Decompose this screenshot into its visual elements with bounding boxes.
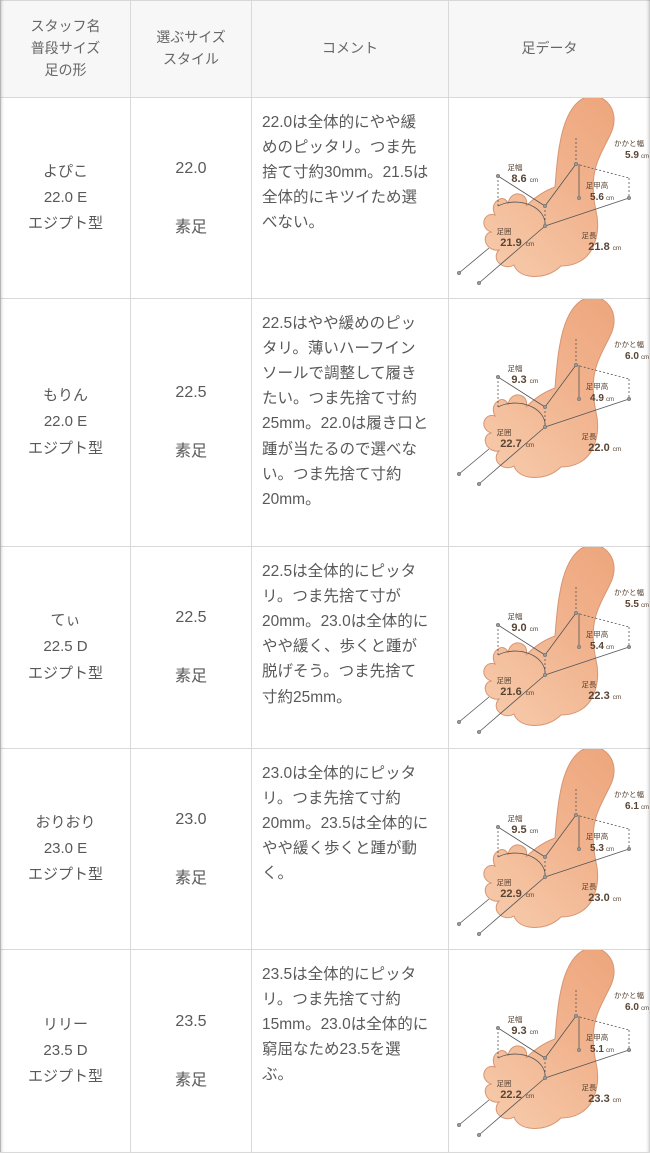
svg-text:足幅: 足幅: [508, 813, 523, 823]
svg-text:足囲: 足囲: [497, 227, 512, 236]
svg-text:cm: cm: [641, 603, 649, 609]
svg-text:足幅: 足幅: [508, 611, 523, 621]
svg-text:9.3: 9.3: [511, 1025, 526, 1037]
svg-text:足長: 足長: [582, 1083, 597, 1092]
svg-text:足甲高: 足甲高: [586, 180, 609, 190]
svg-text:足長: 足長: [582, 432, 597, 441]
svg-text:21.6: 21.6: [500, 686, 521, 698]
svg-text:cm: cm: [613, 245, 622, 252]
svg-text:cm: cm: [613, 694, 622, 701]
svg-text:cm: cm: [526, 1093, 535, 1100]
svg-text:足囲: 足囲: [497, 1079, 512, 1088]
svg-text:かかと幅: かかと幅: [614, 339, 644, 349]
svg-text:cm: cm: [606, 397, 614, 403]
svg-text:足甲高: 足甲高: [586, 629, 609, 639]
svg-text:22.7: 22.7: [500, 438, 521, 450]
svg-text:21.9: 21.9: [500, 237, 521, 249]
svg-text:cm: cm: [530, 626, 539, 633]
svg-text:cm: cm: [613, 446, 622, 453]
svg-text:足甲高: 足甲高: [586, 1032, 609, 1042]
svg-text:6.0: 6.0: [625, 1002, 639, 1013]
svg-text:足長: 足長: [582, 231, 597, 240]
svg-text:cm: cm: [526, 241, 535, 248]
svg-text:かかと幅: かかと幅: [614, 587, 644, 597]
svg-text:5.6: 5.6: [590, 192, 604, 203]
svg-text:6.1: 6.1: [625, 801, 639, 812]
svg-text:5.5: 5.5: [625, 599, 639, 610]
svg-text:cm: cm: [641, 1006, 649, 1012]
svg-text:22.2: 22.2: [500, 1089, 521, 1101]
svg-text:cm: cm: [641, 355, 649, 361]
svg-text:cm: cm: [606, 847, 614, 853]
svg-text:足長: 足長: [582, 680, 597, 689]
svg-text:6.0: 6.0: [625, 351, 639, 362]
svg-text:cm: cm: [526, 442, 535, 449]
svg-text:cm: cm: [530, 378, 539, 385]
svg-text:cm: cm: [606, 196, 614, 202]
svg-text:cm: cm: [606, 645, 614, 651]
svg-text:5.1: 5.1: [590, 1044, 604, 1055]
svg-text:5.4: 5.4: [590, 641, 604, 652]
svg-text:cm: cm: [526, 690, 535, 697]
svg-text:cm: cm: [530, 177, 539, 184]
svg-text:cm: cm: [530, 828, 539, 835]
svg-text:cm: cm: [613, 896, 622, 903]
svg-text:かかと幅: かかと幅: [614, 138, 644, 148]
svg-text:22.3: 22.3: [588, 690, 609, 702]
svg-text:cm: cm: [530, 1029, 539, 1036]
svg-text:8.6: 8.6: [511, 173, 526, 185]
svg-text:cm: cm: [613, 1097, 622, 1104]
svg-text:22.9: 22.9: [500, 888, 521, 900]
svg-text:cm: cm: [526, 892, 535, 899]
svg-text:足長: 足長: [582, 882, 597, 891]
svg-text:22.0: 22.0: [588, 442, 609, 454]
svg-text:9.0: 9.0: [511, 622, 526, 634]
svg-text:9.3: 9.3: [511, 374, 526, 386]
svg-text:足幅: 足幅: [508, 1014, 523, 1024]
svg-text:5.3: 5.3: [590, 843, 604, 854]
svg-text:cm: cm: [641, 154, 649, 160]
svg-text:21.8: 21.8: [588, 241, 609, 253]
svg-text:足甲高: 足甲高: [586, 831, 609, 841]
svg-text:5.9: 5.9: [625, 150, 639, 161]
svg-text:4.9: 4.9: [590, 393, 604, 404]
svg-text:足幅: 足幅: [508, 162, 523, 172]
svg-text:かかと幅: かかと幅: [614, 990, 644, 1000]
svg-text:9.5: 9.5: [511, 824, 526, 836]
svg-text:足囲: 足囲: [497, 428, 512, 437]
svg-text:23.0: 23.0: [588, 892, 609, 904]
svg-text:23.3: 23.3: [588, 1093, 609, 1105]
svg-text:足甲高: 足甲高: [586, 381, 609, 391]
svg-text:足囲: 足囲: [497, 676, 512, 685]
svg-text:足囲: 足囲: [497, 878, 512, 887]
svg-text:cm: cm: [641, 805, 649, 811]
svg-text:足幅: 足幅: [508, 363, 523, 373]
svg-text:かかと幅: かかと幅: [614, 789, 644, 799]
svg-text:cm: cm: [606, 1048, 614, 1054]
